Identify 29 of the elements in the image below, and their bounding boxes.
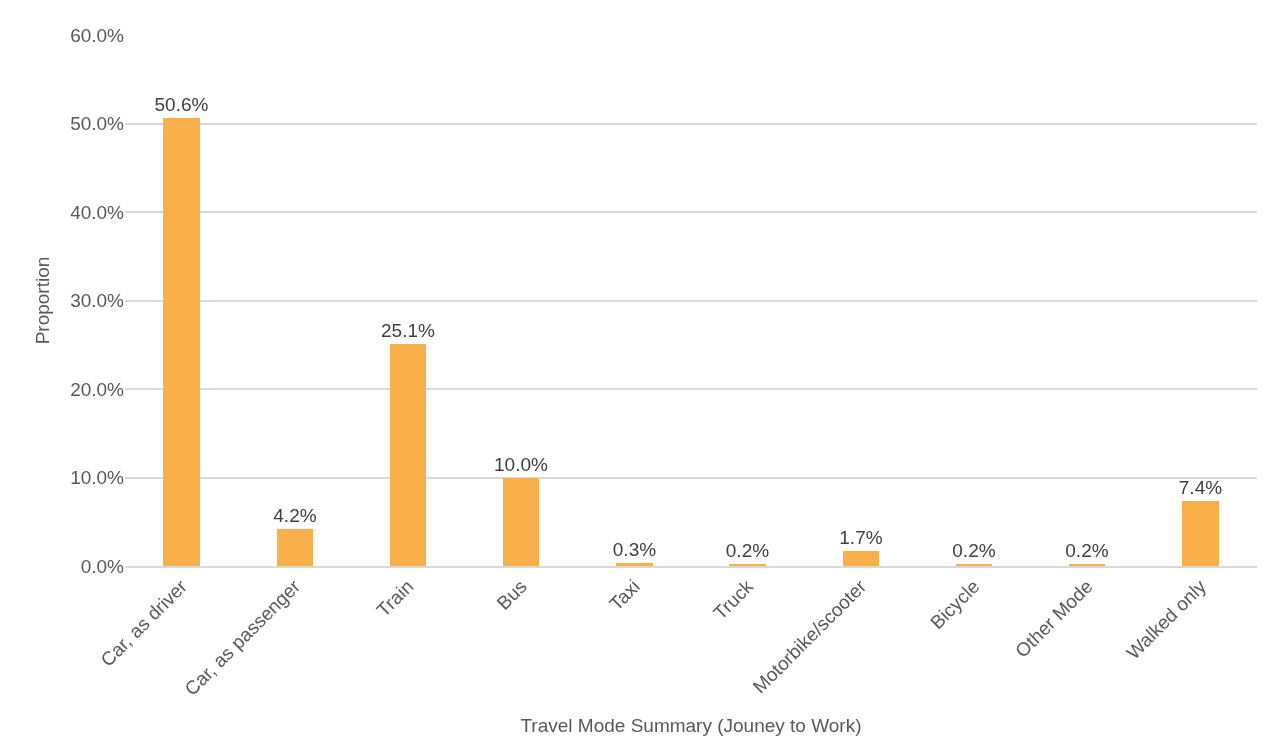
y-tick-label: 60.0% [70,24,125,46]
data-label: 0.3% [612,539,657,560]
y-axis-title: Proportion [31,256,53,345]
data-label: 0.2% [1065,540,1109,561]
x-tick-label: Taxi [605,575,644,615]
data-label: 25.1% [381,320,435,341]
data-label: 7.4% [1178,477,1223,498]
y-tick-label: 30.0% [70,290,125,312]
y-tick-label: 50.0% [70,113,125,135]
bar [1182,501,1219,566]
bar [843,551,879,566]
data-label: 50.6% [154,94,209,115]
x-axis-title: Travel Mode Summary (Jouney to Work) [520,714,862,736]
bar [503,478,539,566]
data-label: 4.2% [273,505,317,526]
bar [390,344,426,566]
data-label: 0.2% [725,540,770,561]
y-tick-label: 0.0% [80,555,125,577]
y-tick-label: 40.0% [70,201,125,223]
bar [163,118,200,566]
x-tick-label: Bus [492,575,531,614]
y-tick-label: 20.0% [70,378,125,400]
y-tick-label: 10.0% [70,467,125,489]
data-label: 10.0% [494,454,548,475]
bar [616,563,653,566]
data-label: 0.2% [952,540,996,561]
x-tick-label: Train [372,575,418,621]
data-label: 1.7% [839,527,883,548]
bar [277,529,313,566]
